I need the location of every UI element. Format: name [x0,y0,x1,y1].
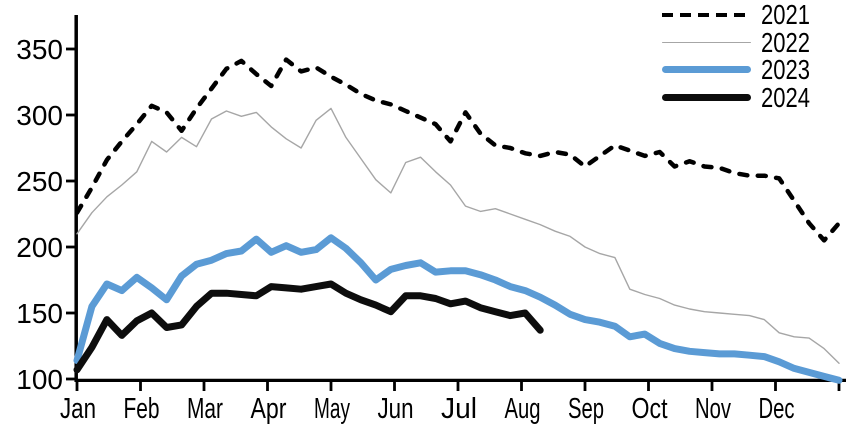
y-tick-label-300: 300 [16,100,63,131]
legend-label: 2022 [761,26,810,58]
series-line-2022 [76,107,840,364]
legend-entry-2022: 2022 [662,26,821,58]
series-line-2024 [73,280,544,374]
x-tick-label-Nov: Nov [695,393,731,425]
legend-label: 2023 [761,54,810,85]
legend-label: 2021 [761,0,810,30]
x-tick-label-Sep: Sep [568,393,604,425]
legend-line-sample-2024-black [662,93,751,101]
legend-entry-2023: 2023 [662,56,821,84]
y-tick-label-350: 350 [16,34,63,65]
legend-label: 2024 [761,81,810,113]
legend-line-sample-2023-blue [662,66,751,74]
y-tick-label-250: 250 [16,166,63,197]
legend-entry-2021: 2021 [662,1,821,29]
x-tick-label-Aug: Aug [505,393,541,425]
x-tick-label-May: May [314,393,350,425]
legend: 2021 2022 2023 2024 [662,1,821,111]
y-tick-label-150: 150 [16,298,63,329]
series-line-2021 [74,57,842,243]
series-line-2023 [73,234,843,384]
x-tick-label-Jun: Jun [378,393,414,425]
x-tick-label-Jul: Jul [441,393,477,425]
legend-entry-2024: 2024 [662,81,821,113]
y-tick-label-100: 100 [16,364,63,395]
x-tick-label-Mar: Mar [187,393,223,425]
x-tick-label-Dec: Dec [759,393,795,425]
x-tick-label-Jan: Jan [60,393,96,425]
y-tick-label-200: 200 [16,232,63,263]
legend-line-sample-2021-dashed [662,12,751,17]
x-tick-label-Apr: Apr [251,393,287,425]
x-tick-label-Oct: Oct [632,393,668,425]
legend-line-sample-2022-thin-gray [662,41,751,43]
x-tick-label-Feb: Feb [124,393,160,425]
